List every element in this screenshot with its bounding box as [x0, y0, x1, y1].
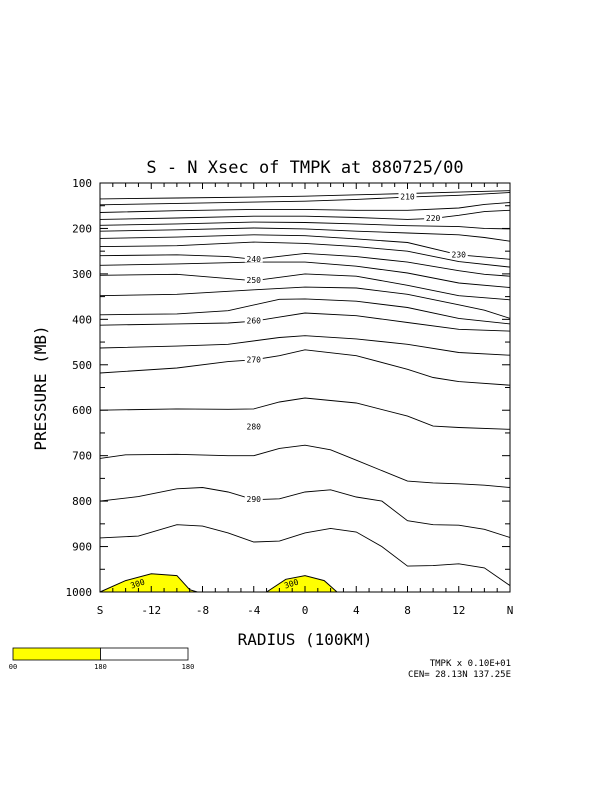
y-axis-ticks: 100 200 300 400 500 600 700 800 900 1000: [66, 177, 510, 599]
y-tick-label-5: 600: [72, 404, 92, 417]
shaded-region-0: [99, 573, 198, 593]
y-tick-label-1: 200: [72, 222, 92, 235]
chart-title: S - N Xsec of TMPK at 880725/00: [146, 158, 463, 178]
shaded-region-label-1: 300: [283, 577, 300, 590]
x-tick-label-3: -4: [247, 604, 261, 617]
y-tick-label-8: 900: [72, 541, 92, 554]
contour-line-12: [99, 298, 511, 325]
contour-lines: [99, 190, 511, 586]
contour-label-1: 210: [400, 193, 415, 202]
contour-label-3: 220: [426, 214, 441, 223]
colorbar-label-1: 180: [94, 663, 107, 671]
shaded-region-label-0: 300: [129, 577, 146, 590]
x-tick-label-4: 0: [302, 604, 309, 617]
x-tick-label-8: N: [507, 604, 514, 617]
contour-line-7: [99, 241, 511, 268]
contour-label-bg-10: [244, 275, 263, 284]
shaded-region-1: [264, 575, 339, 593]
x-tick-label-1: -12: [141, 604, 161, 617]
contour-line-10: [99, 273, 511, 301]
colorbar: 00 180 180: [9, 647, 195, 671]
contour-line-6: [99, 234, 511, 260]
contour-label-bg-13: [244, 316, 263, 325]
y-tick-label-6: 700: [72, 450, 92, 463]
contour-label-15: 270: [247, 355, 262, 364]
contour-line-4: [99, 221, 511, 230]
contour-line-0: [99, 190, 511, 200]
colorbar-label-0: 00: [9, 663, 17, 671]
contour-label-8: 240: [247, 255, 262, 264]
x-tick-label-7: 12: [452, 604, 465, 617]
contour-line-16: [99, 397, 511, 430]
contour-line-2: [99, 202, 511, 213]
contour-line-19: [99, 524, 511, 586]
contour-label-bg-6: [449, 249, 468, 258]
contour-label-bg-15: [244, 354, 263, 363]
contour-line-13: [99, 312, 511, 332]
plot-frame: [99, 182, 511, 593]
x-tick-label-6: 8: [404, 604, 411, 617]
contour-line-11: [99, 286, 511, 319]
footnote-scale: TMPK x 0.10E+01: [430, 659, 511, 669]
y-tick-label-9: 1000: [66, 586, 93, 599]
contour-line-5: [99, 227, 511, 242]
contour-label-6: 230: [452, 250, 467, 259]
contour-label-bg-1: [398, 192, 417, 201]
y-tick-label-3: 400: [72, 313, 92, 326]
x-tick-label-0: S: [97, 604, 104, 617]
contour-label-bg-3: [424, 213, 443, 222]
contour-line-15: [99, 349, 511, 386]
y-tick-label-4: 500: [72, 359, 92, 372]
y-tick-label-2: 300: [72, 268, 92, 281]
contour-label-bg-18: [244, 494, 263, 503]
contour-labels: 300 300 210 220 230 240 250 260 270 280 290: [129, 192, 468, 590]
x-tick-label-2: -8: [196, 604, 209, 617]
x-axis-label: RADIUS (100KM): [238, 630, 373, 649]
contour-line-8: [99, 252, 511, 277]
contour-label-18: 290: [247, 495, 262, 504]
contour-label-13: 260: [247, 317, 262, 326]
contour-line-3: [99, 209, 511, 220]
contour-line-17: [99, 444, 511, 488]
contour-label-bg-16: [244, 422, 263, 431]
contour-line-14: [99, 335, 511, 356]
colorbar-box-0: [12, 647, 101, 661]
x-tick-label-5: 4: [353, 604, 360, 617]
contour-line-1: [99, 192, 511, 206]
contour-label-16: 280: [247, 423, 262, 432]
y-axis-label: PRESSURE (MB): [31, 325, 50, 450]
contour-label-bg-8: [244, 254, 263, 263]
colorbar-label-2: 180: [182, 663, 195, 671]
contour-label-10: 250: [247, 276, 262, 285]
footnote-center: CEN= 28.13N 137.25E: [408, 670, 511, 680]
y-tick-label-7: 800: [72, 495, 92, 508]
contour-line-18: [99, 487, 511, 538]
colorbar-box-1: [100, 647, 189, 661]
y-tick-label-0: 100: [72, 177, 92, 190]
x-axis-ticks: S -12 -8 -4 0 4 8 12 N: [97, 183, 514, 617]
contour-line-9: [99, 261, 511, 288]
